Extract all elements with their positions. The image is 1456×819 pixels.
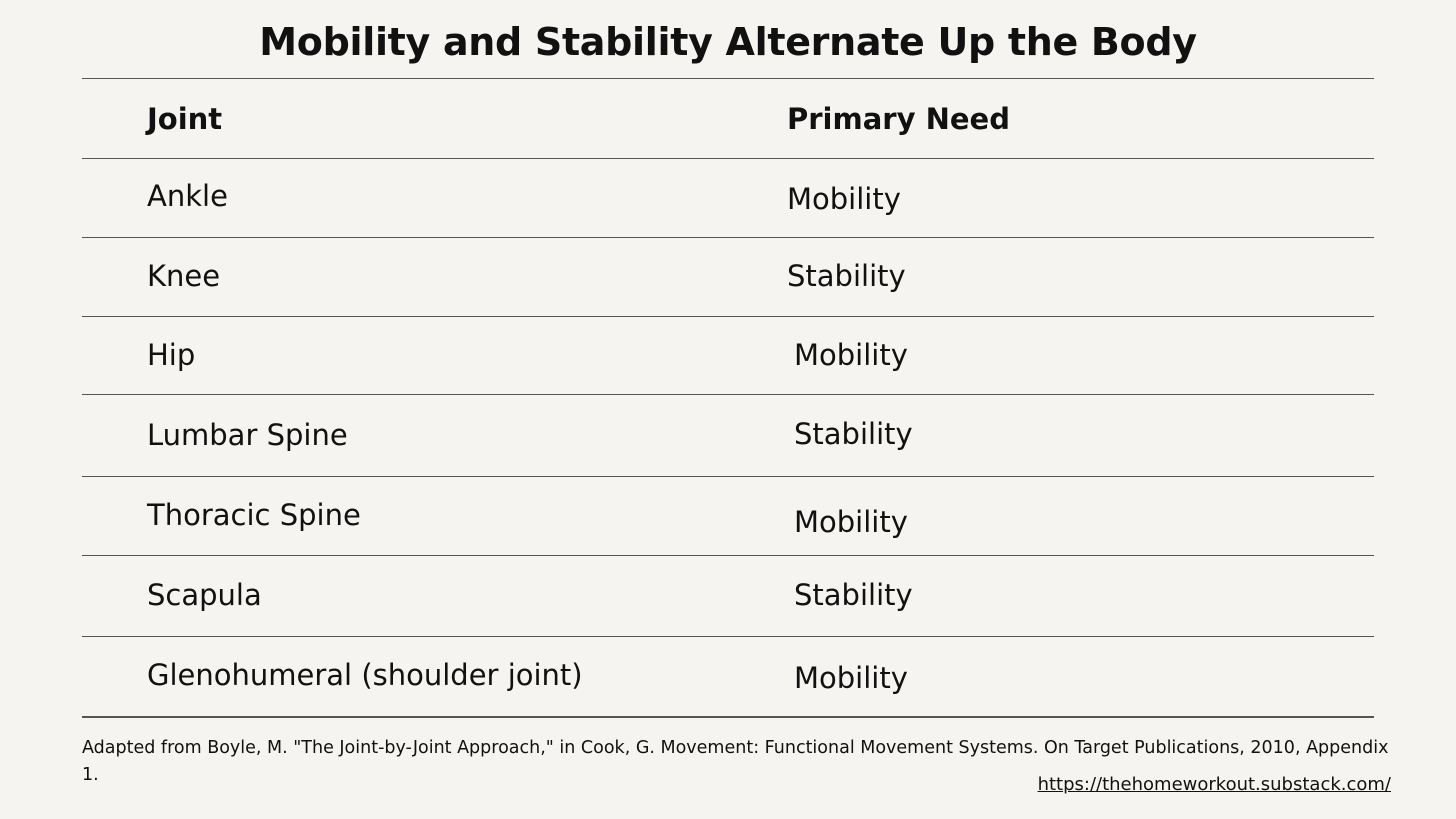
table-row: Glenohumeral (shoulder joint) Mobility xyxy=(82,636,1374,718)
primary-need-cell: Stability xyxy=(794,578,913,612)
substack-link[interactable]: https://thehomeworkout.substack.com/ xyxy=(1037,774,1391,795)
table-row: Ankle Mobility xyxy=(82,158,1374,237)
joint-cell: Glenohumeral (shoulder joint) xyxy=(147,658,583,692)
table-row: Hip Mobility xyxy=(82,316,1374,394)
primary-need-cell: Mobility xyxy=(787,182,901,216)
primary-need-cell: Mobility xyxy=(794,338,908,372)
primary-need-cell: Mobility xyxy=(794,661,908,695)
primary-need-cell: Stability xyxy=(787,259,906,293)
citation-note: Adapted from Boyle, M. "The Joint-by-Joi… xyxy=(82,738,1389,785)
table-row: Knee Stability xyxy=(82,237,1374,316)
joint-cell: Hip xyxy=(147,338,196,372)
joint-cell: Scapula xyxy=(147,578,262,612)
joint-cell: Lumbar Spine xyxy=(147,418,348,452)
column-header-joint: Joint xyxy=(147,102,223,136)
table-row: Lumbar Spine Stability xyxy=(82,394,1374,476)
joint-cell: Knee xyxy=(147,259,221,293)
joint-cell: Thoracic Spine xyxy=(147,498,361,532)
table-row: Thoracic Spine Mobility xyxy=(82,476,1374,555)
joint-table: Joint Primary Need Ankle Mobility Knee S… xyxy=(82,78,1374,718)
table-header-row: Joint Primary Need xyxy=(82,78,1374,158)
joint-cell: Ankle xyxy=(147,179,228,213)
column-header-primary-need: Primary Need xyxy=(787,102,1010,136)
primary-need-cell: Stability xyxy=(794,417,913,451)
primary-need-cell: Mobility xyxy=(794,505,908,539)
table-row: Scapula Stability xyxy=(82,555,1374,636)
page-title: Mobility and Stability Alternate Up the … xyxy=(259,20,1197,64)
